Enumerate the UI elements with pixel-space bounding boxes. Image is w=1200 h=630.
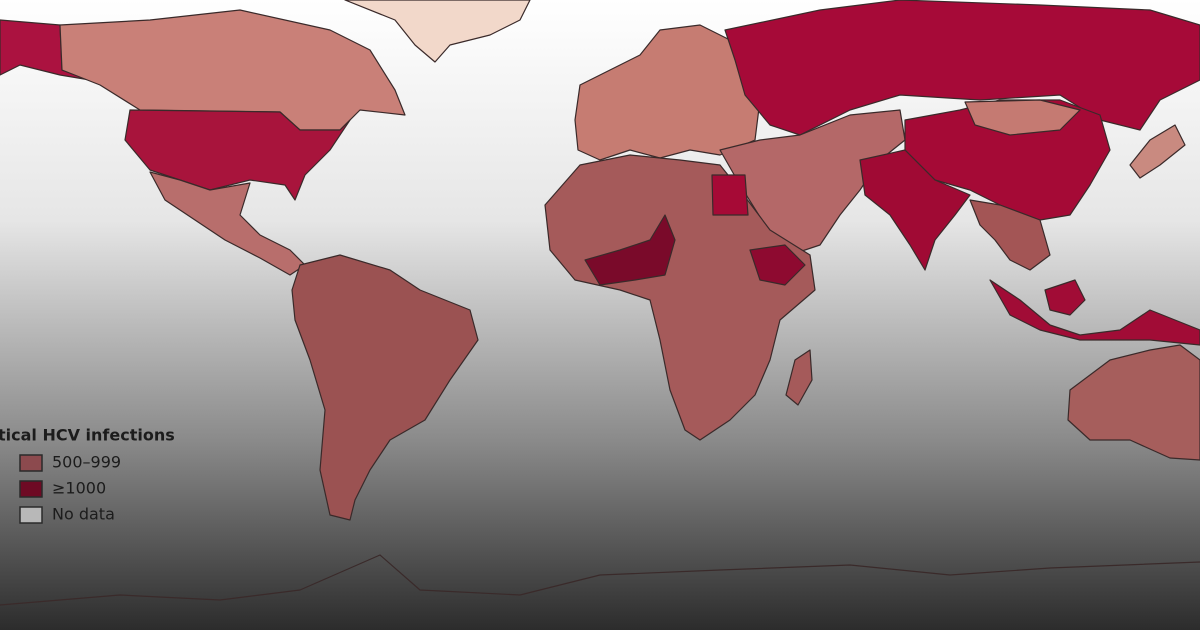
legend-label: No data xyxy=(52,505,115,524)
canada xyxy=(59,9,406,131)
legend: 500–999 ≥1000 No data xyxy=(19,453,121,524)
legend-swatch xyxy=(19,506,43,524)
legend-swatch xyxy=(19,454,43,472)
madagascar xyxy=(785,349,813,406)
land-masses xyxy=(0,0,1200,606)
south-america xyxy=(291,254,479,521)
usa xyxy=(124,109,351,201)
europe xyxy=(574,24,761,161)
greenland xyxy=(344,0,531,63)
legend-label: 500–999 xyxy=(52,453,121,472)
legend-swatch xyxy=(19,480,43,498)
legend-title: tical HCV infections xyxy=(0,426,175,445)
west-africa-high xyxy=(584,214,676,286)
india xyxy=(859,149,971,271)
southeast-asia xyxy=(969,199,1051,271)
borneo xyxy=(1044,279,1086,316)
mexico-central-america xyxy=(149,171,306,276)
legend-label: ≥1000 xyxy=(52,479,106,498)
japan xyxy=(1129,124,1186,179)
mongolia xyxy=(964,99,1081,136)
egypt xyxy=(711,174,749,216)
indonesia xyxy=(989,279,1200,346)
australia xyxy=(1067,344,1200,461)
ethiopia xyxy=(749,244,806,286)
antarctica xyxy=(0,554,1200,606)
